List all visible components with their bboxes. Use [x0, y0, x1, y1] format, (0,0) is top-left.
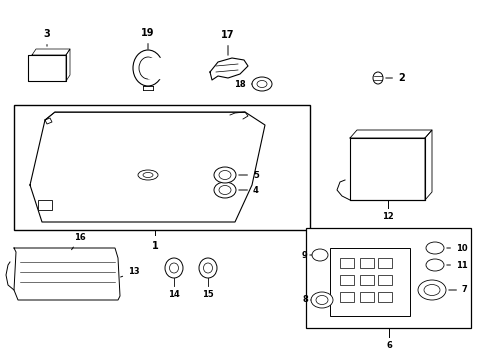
Ellipse shape	[138, 170, 158, 180]
Polygon shape	[32, 49, 70, 55]
Bar	[339, 275, 353, 285]
Text: 2: 2	[385, 73, 404, 83]
Text: 12: 12	[381, 212, 393, 221]
Bar	[349, 138, 424, 200]
Text: 4: 4	[238, 185, 258, 194]
Ellipse shape	[311, 249, 327, 261]
FancyBboxPatch shape	[28, 55, 66, 81]
Bar	[38, 200, 52, 210]
Bar	[305, 228, 470, 328]
Bar	[359, 258, 373, 268]
Ellipse shape	[417, 280, 445, 300]
Bar	[14, 105, 309, 230]
Ellipse shape	[199, 258, 217, 278]
Ellipse shape	[257, 81, 266, 87]
Text: 5: 5	[238, 171, 258, 180]
Text: 1: 1	[151, 241, 158, 251]
Bar	[148, 58, 168, 78]
Ellipse shape	[203, 263, 212, 273]
Text: 19: 19	[141, 28, 154, 49]
Polygon shape	[209, 58, 247, 80]
Ellipse shape	[310, 292, 332, 308]
Polygon shape	[14, 248, 120, 300]
Polygon shape	[424, 130, 431, 200]
Bar	[359, 275, 373, 285]
Ellipse shape	[142, 172, 153, 177]
Bar	[339, 292, 353, 302]
Bar	[377, 258, 391, 268]
Ellipse shape	[423, 284, 439, 296]
Ellipse shape	[425, 242, 443, 254]
Ellipse shape	[133, 50, 163, 86]
Ellipse shape	[219, 185, 230, 194]
Ellipse shape	[169, 263, 178, 273]
Ellipse shape	[164, 258, 183, 278]
Bar	[329, 248, 409, 316]
Ellipse shape	[372, 72, 382, 84]
Bar	[377, 292, 391, 302]
Text: 3: 3	[43, 29, 50, 46]
Text: 13: 13	[121, 267, 140, 277]
Bar	[377, 275, 391, 285]
Text: 15: 15	[202, 290, 213, 299]
Text: 11: 11	[446, 261, 467, 270]
Text: 16: 16	[71, 233, 86, 250]
Text: 7: 7	[448, 285, 467, 294]
Ellipse shape	[214, 182, 236, 198]
Ellipse shape	[315, 296, 327, 305]
Bar	[339, 258, 353, 268]
Text: 18: 18	[234, 80, 251, 89]
Bar	[359, 292, 373, 302]
Text: 14: 14	[168, 290, 180, 299]
Text: 6: 6	[385, 341, 391, 350]
Polygon shape	[66, 49, 70, 81]
Ellipse shape	[219, 171, 230, 180]
Text: 8: 8	[302, 296, 310, 305]
Ellipse shape	[251, 77, 271, 91]
Polygon shape	[349, 130, 431, 138]
Text: 10: 10	[446, 243, 467, 252]
Ellipse shape	[425, 259, 443, 271]
Text: 17: 17	[221, 30, 234, 55]
Ellipse shape	[139, 57, 157, 79]
Text: 9: 9	[301, 251, 311, 260]
Polygon shape	[30, 112, 264, 222]
Ellipse shape	[214, 167, 236, 183]
